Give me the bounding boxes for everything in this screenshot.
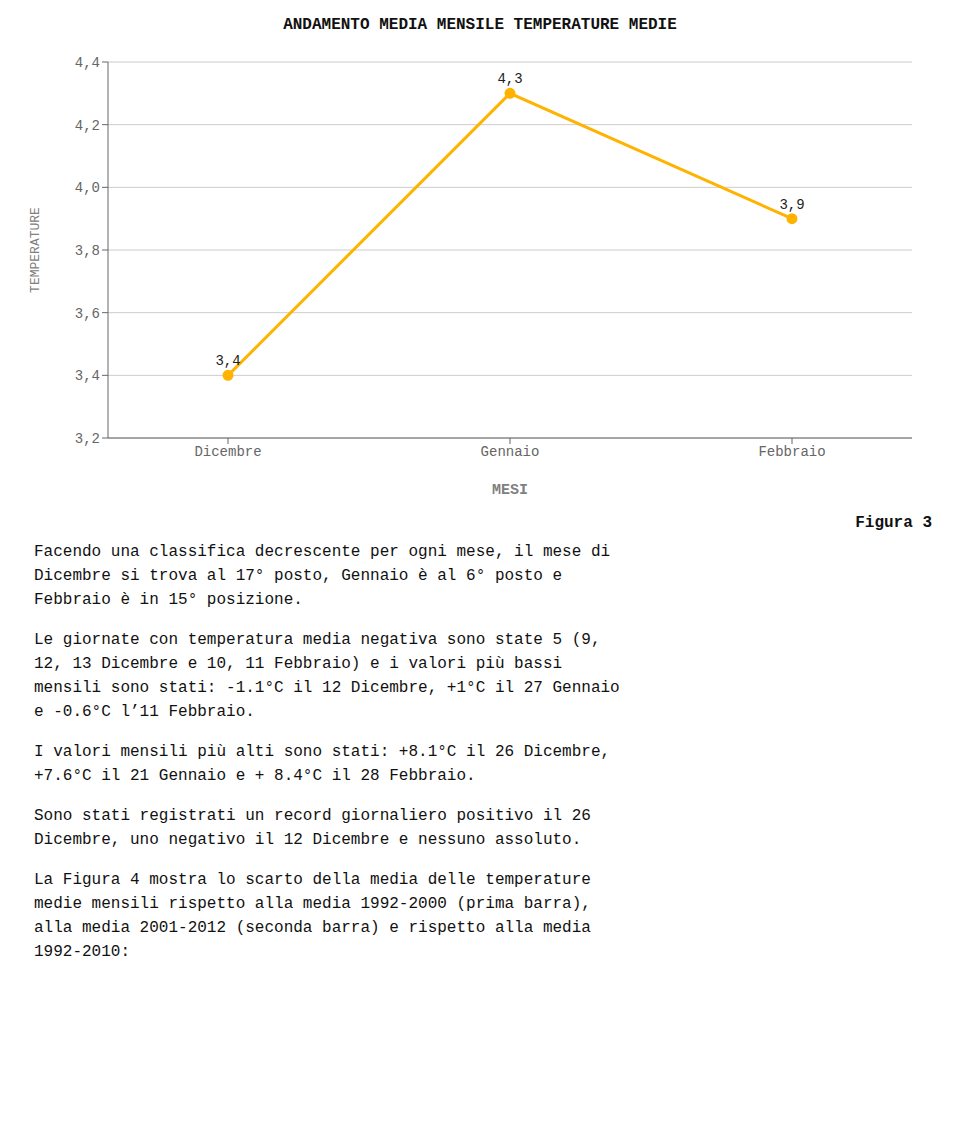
svg-text:3,2: 3,2 bbox=[75, 431, 100, 447]
html-text:ANDAMENTO MEDIA MENSILE TEMPER: ANDAMENTO MEDIA MENSILE TEMPERATURE MEDI… bbox=[283, 16, 677, 34]
svg-text:MESI: MESI bbox=[492, 482, 528, 499]
svg-text:3,8: 3,8 bbox=[75, 243, 100, 259]
svg-text:Febbraio: Febbraio bbox=[758, 444, 825, 460]
html-text:I valori mensili più alti sono: I valori mensili più alti sono stati: +8… bbox=[34, 743, 611, 785]
html-text:Facendo una classifica decresc: Facendo una classifica decrescente per o… bbox=[34, 543, 611, 609]
svg-text:3,4: 3,4 bbox=[75, 368, 100, 384]
svg-text:3,6: 3,6 bbox=[75, 306, 100, 322]
html-text:La Figura 4 mostra lo scarto d: La Figura 4 mostra lo scarto della media… bbox=[34, 871, 591, 961]
svg-text:4,4: 4,4 bbox=[75, 55, 100, 71]
svg-text:Dicembre: Dicembre bbox=[194, 444, 261, 460]
svg-text:TEMPERATURE: TEMPERATURE bbox=[28, 207, 43, 293]
svg-text:3,9: 3,9 bbox=[779, 197, 804, 213]
svg-text:Gennaio: Gennaio bbox=[481, 444, 540, 460]
svg-text:3,4: 3,4 bbox=[215, 353, 240, 369]
html-text:Sono stati registrati un recor: Sono stati registrati un record giornali… bbox=[34, 807, 591, 849]
svg-text:4,2: 4,2 bbox=[75, 118, 100, 134]
svg-text:4,0: 4,0 bbox=[75, 180, 100, 196]
html-text:Figura 3: Figura 3 bbox=[855, 514, 932, 532]
svg-text:4,3: 4,3 bbox=[497, 71, 522, 87]
html-text:Le giornate con temperatura me: Le giornate con temperatura media negati… bbox=[34, 631, 620, 721]
